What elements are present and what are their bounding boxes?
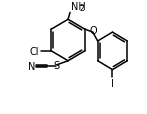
Text: Cl: Cl — [30, 46, 39, 56]
Text: N: N — [28, 61, 35, 71]
Text: 2: 2 — [79, 4, 84, 13]
Text: S: S — [53, 60, 59, 70]
Text: NH: NH — [71, 2, 86, 12]
Text: O: O — [90, 26, 98, 36]
Text: I: I — [111, 79, 114, 89]
